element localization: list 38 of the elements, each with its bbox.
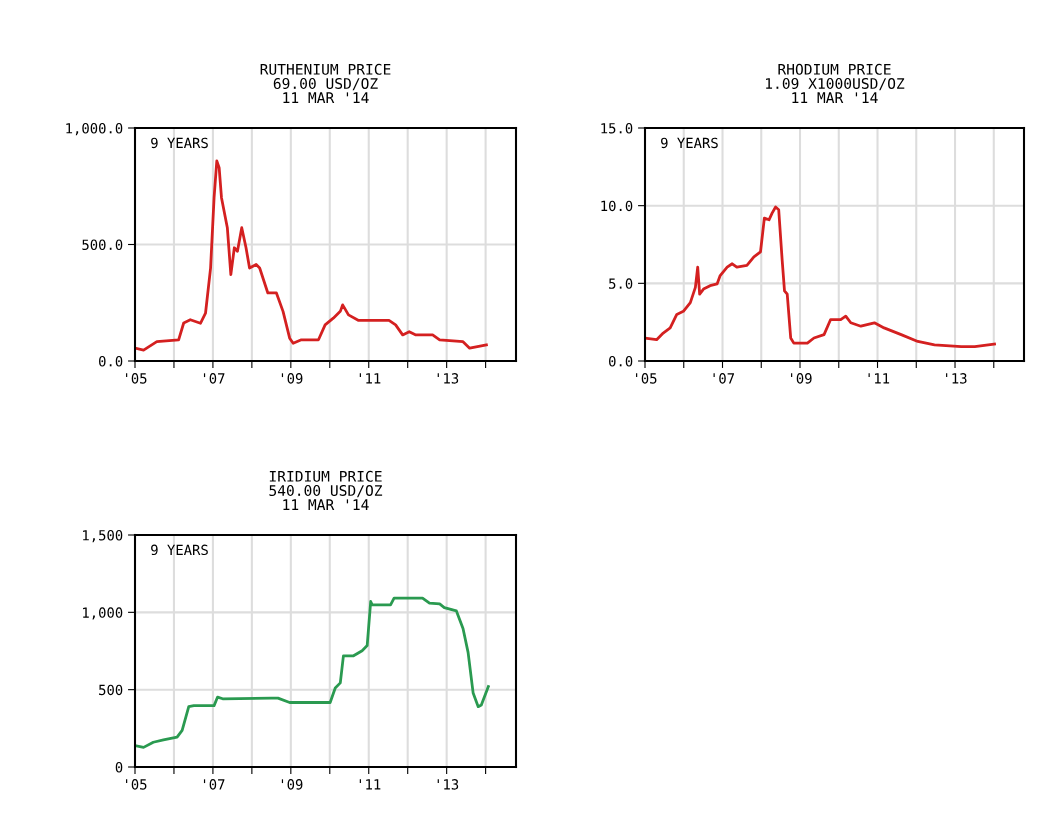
chart-subtitle: 1.09 X1000USD/OZ 11 MAR '14 — [766, 77, 905, 103]
y-tick-label: 1,500 — [83, 530, 123, 543]
y-tick-label: 500 — [99, 684, 123, 696]
x-tick-label: '05 — [126, 779, 147, 790]
x-tick-label: '13 — [437, 373, 459, 384]
y-tick-label: 5.0 — [609, 278, 633, 289]
annotation: 9 YEARS — [151, 137, 208, 149]
chart-title: IRIDIUM PRICE — [269, 470, 382, 482]
x-tick-label: '11 — [359, 779, 381, 790]
x-tick-label: '13 — [437, 779, 459, 790]
x-tick-label: '07 — [713, 373, 734, 384]
chart-title: RHODIUM PRICE — [778, 63, 891, 75]
y-tick-label: 15.0 — [601, 123, 633, 134]
chart-title: RUTHENIUM PRICE — [260, 63, 391, 75]
x-tick-label: '11 — [868, 373, 890, 384]
y-tick-label: 1,000.0 — [66, 123, 123, 136]
y-tick-label: 0.0 — [99, 356, 123, 367]
y-tick-label: 10.0 — [601, 200, 633, 212]
x-tick-label: '05 — [636, 373, 657, 384]
y-tick-label: 1,000 — [83, 607, 123, 620]
line-series — [645, 205, 996, 348]
chart-subtitle: 540.00 USD/OZ 11 MAR '14 — [269, 484, 383, 510]
y-tick-label: 0 — [115, 762, 123, 773]
line-series — [135, 159, 488, 352]
y-tick-label: 500.0 — [82, 239, 123, 251]
x-tick-label: '07 — [203, 373, 225, 384]
annotation: 9 YEARS — [151, 544, 208, 556]
line-series — [135, 596, 490, 749]
x-tick-label: '09 — [281, 779, 303, 790]
x-tick-label: '05 — [126, 373, 147, 384]
chart-subtitle: 69.00 USD/OZ 11 MAR '14 — [273, 77, 378, 103]
y-tick-label: 0.0 — [609, 356, 633, 367]
x-tick-label: '09 — [281, 373, 303, 384]
x-tick-label: '11 — [359, 373, 381, 384]
x-tick-label: '09 — [791, 373, 812, 384]
x-tick-label: '07 — [203, 779, 225, 790]
x-tick-label: '13 — [946, 373, 967, 384]
annotation: 9 YEARS — [661, 137, 718, 149]
